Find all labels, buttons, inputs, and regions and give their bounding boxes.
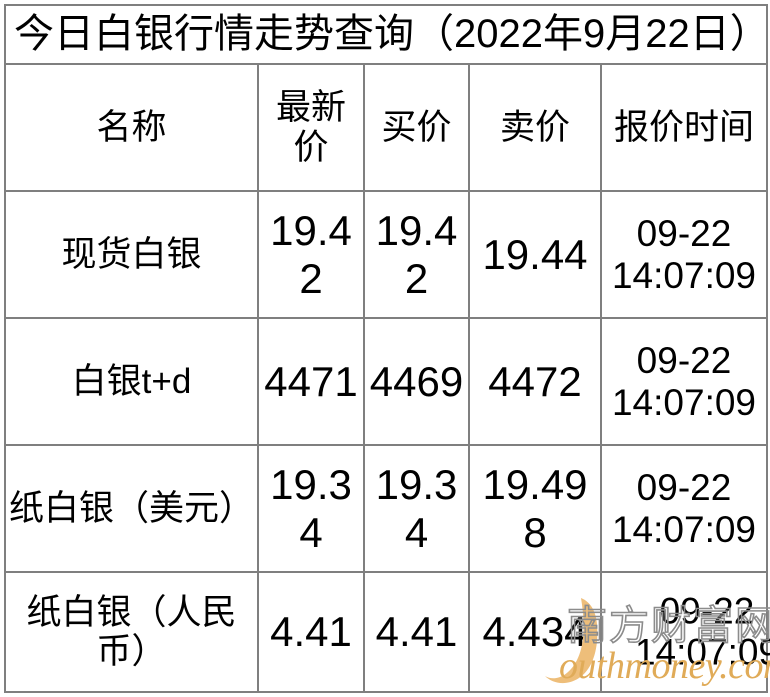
cell-sell-price: 19.44 <box>468 190 602 319</box>
cell-last-price: 4471 <box>257 317 365 446</box>
quote-date: 09-22 <box>636 213 732 255</box>
column-header-quote-time: 报价时间 <box>600 63 768 192</box>
cell-quote-time: 09-22 14:07:09 <box>600 571 770 693</box>
quote-clock: 14:07:09 <box>611 254 757 296</box>
cell-last-price: 19.34 <box>257 444 365 573</box>
quote-clock: 14:07:09 <box>634 632 770 673</box>
column-header-sell-price: 卖价 <box>468 63 602 192</box>
column-header-last-price: 最新价 <box>257 63 365 192</box>
cell-sell-price: 19.498 <box>468 444 602 573</box>
cell-buy-price: 19.42 <box>363 190 470 319</box>
quote-date: 09-22 <box>659 590 755 632</box>
cell-quote-time: 09-22 14:07:09 <box>600 444 768 573</box>
quote-date: 09-22 <box>636 467 732 509</box>
cell-name: 白银t+d <box>4 317 259 446</box>
table-row: 现货白银 19.42 19.42 19.44 09-22 14:07:09 <box>4 190 768 319</box>
cell-buy-price: 4469 <box>363 317 470 446</box>
quote-clock: 14:07:09 <box>611 508 757 550</box>
table-row: 白银t+d 4471 4469 4472 09-22 14:07:09 <box>4 317 768 446</box>
cell-sell-price: 4.434 <box>468 571 602 693</box>
cell-name: 纸白银（人民币） <box>4 571 259 693</box>
column-header-name: 名称 <box>4 63 259 192</box>
cell-quote-time: 09-22 14:07:09 <box>600 190 768 319</box>
quote-date: 09-22 <box>636 340 732 382</box>
table-header-row: 名称 最新价 买价 卖价 报价时间 <box>4 63 768 192</box>
quote-clock: 14:07:09 <box>611 381 757 423</box>
table-title-row: 今日白银行情走势查询（2022年9月22日） <box>4 4 770 65</box>
cell-name: 现货白银 <box>4 190 259 319</box>
cell-buy-price: 4.41 <box>363 571 470 693</box>
table-row: 纸白银（人民币） 4.41 4.41 4.434 09-22 14:07:09 <box>4 571 770 693</box>
cell-name: 纸白银（美元） <box>4 444 259 573</box>
cell-sell-price: 4472 <box>468 317 602 446</box>
page-title: 今日白银行情走势查询（2022年9月22日） <box>4 4 770 65</box>
cell-last-price: 4.41 <box>257 571 365 693</box>
silver-quote-table: 今日白银行情走势查询（2022年9月22日） 名称 最新价 买价 卖价 报价时间… <box>4 4 770 693</box>
cell-buy-price: 19.34 <box>363 444 470 573</box>
cell-last-price: 19.42 <box>257 190 365 319</box>
table-row: 纸白银（美元） 19.34 19.34 19.498 09-22 14:07:0… <box>4 444 768 573</box>
cell-quote-time: 09-22 14:07:09 <box>600 317 768 446</box>
column-header-buy-price: 买价 <box>363 63 470 192</box>
